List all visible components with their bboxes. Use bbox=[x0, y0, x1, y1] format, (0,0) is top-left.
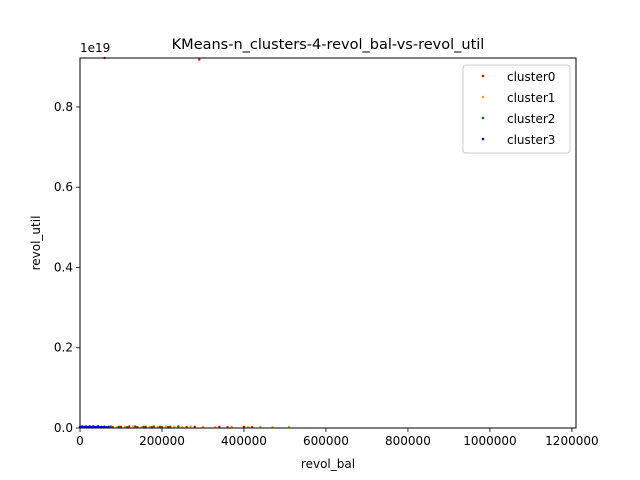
point-cluster0 bbox=[152, 425, 155, 428]
point-cluster2 bbox=[142, 425, 145, 428]
x-tick-label: 1000000 bbox=[463, 434, 516, 448]
legend-marker-cluster3 bbox=[481, 137, 485, 141]
y-axis-ticks: 0.0 0.2 0.4 0.6 0.8 bbox=[54, 100, 80, 435]
legend-marker-cluster0 bbox=[481, 74, 485, 78]
point-cluster0 bbox=[127, 425, 131, 428]
point-cluster2 bbox=[109, 425, 112, 428]
chart-title: KMeans-n_clusters-4-revol_bal-vs-revol_u… bbox=[172, 37, 485, 53]
point-cluster0 bbox=[198, 58, 201, 61]
y-tick-label: 0.0 bbox=[54, 421, 73, 435]
legend-marker-cluster1 bbox=[481, 95, 485, 99]
legend: cluster0 cluster1 cluster2 cluster3 bbox=[462, 64, 571, 154]
y-tick-label: 0.8 bbox=[54, 100, 73, 114]
point-cluster0 bbox=[119, 425, 123, 428]
x-tick-label: 0 bbox=[76, 434, 84, 448]
point-cluster2 bbox=[117, 425, 121, 428]
point-cluster1 bbox=[173, 425, 176, 428]
point-cluster0 bbox=[168, 425, 172, 428]
point-cluster0 bbox=[144, 425, 147, 428]
legend-marker-cluster2 bbox=[481, 116, 485, 120]
point-cluster3 bbox=[103, 425, 106, 428]
point-cluster1 bbox=[201, 425, 205, 428]
point-cluster1 bbox=[259, 425, 262, 428]
x-tick-label: 200000 bbox=[139, 434, 185, 448]
point-cluster3 bbox=[107, 425, 110, 428]
point-cluster1 bbox=[132, 425, 135, 428]
point-cluster1 bbox=[148, 425, 151, 428]
y-tick-label: 0.2 bbox=[54, 341, 73, 355]
x-tick-label: 600000 bbox=[303, 434, 349, 448]
legend-box bbox=[462, 64, 571, 154]
x-tick-label: 800000 bbox=[385, 434, 431, 448]
plot-frame bbox=[79, 57, 577, 429]
point-cluster2 bbox=[134, 425, 137, 428]
point-cluster1 bbox=[164, 425, 168, 428]
y-tick-label: 0.6 bbox=[54, 180, 73, 194]
x-axis-label: revol_bal bbox=[301, 457, 355, 471]
x-axis-ticks: 0 200000 400000 600000 800000 1000000 1200000 bbox=[76, 428, 599, 448]
point-cluster1 bbox=[287, 425, 291, 428]
point-cluster0 bbox=[193, 425, 196, 428]
point-cluster1 bbox=[189, 425, 192, 428]
point-cluster1 bbox=[123, 425, 127, 428]
point-cluster2 bbox=[177, 425, 180, 428]
x-tick-label: 400000 bbox=[221, 434, 267, 448]
y-tick-label: 0.4 bbox=[54, 260, 73, 274]
point-cluster2 bbox=[158, 425, 162, 428]
legend-label-cluster2: cluster2 bbox=[507, 112, 555, 126]
point-cluster1 bbox=[230, 425, 233, 428]
point-cluster0 bbox=[242, 425, 246, 428]
x-tick-label: 1200000 bbox=[545, 434, 598, 448]
legend-label-cluster0: cluster0 bbox=[507, 70, 555, 84]
y-axis-label: revol_util bbox=[29, 216, 43, 271]
y-offset-label: 1e19 bbox=[80, 41, 110, 55]
legend-label-cluster3: cluster3 bbox=[507, 133, 555, 147]
legend-label-cluster1: cluster1 bbox=[507, 91, 555, 105]
point-cluster0 bbox=[218, 425, 221, 428]
